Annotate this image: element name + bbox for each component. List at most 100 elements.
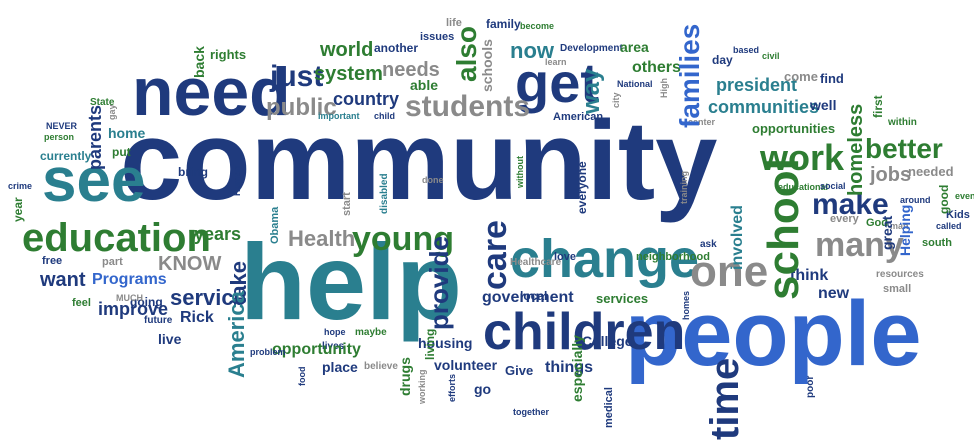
word: live bbox=[158, 331, 182, 347]
word: local bbox=[520, 289, 548, 303]
word: community bbox=[120, 98, 718, 223]
word: provide bbox=[424, 236, 454, 330]
word: America bbox=[224, 291, 249, 378]
word: State bbox=[90, 97, 115, 108]
word: center bbox=[688, 117, 716, 127]
word: ask bbox=[700, 239, 717, 250]
word: Healthcare bbox=[510, 257, 562, 268]
word: issues bbox=[420, 31, 455, 43]
word: especially bbox=[569, 335, 585, 402]
word: maybe bbox=[355, 327, 387, 338]
word: services bbox=[596, 291, 649, 306]
word: Obama bbox=[269, 206, 281, 244]
word: homeless bbox=[845, 103, 867, 196]
word: without bbox=[515, 156, 525, 188]
word: change bbox=[510, 229, 700, 289]
word: medical bbox=[603, 387, 615, 428]
word: back bbox=[191, 46, 207, 78]
word: improve bbox=[98, 299, 169, 319]
word: around bbox=[900, 195, 931, 205]
word: people bbox=[625, 283, 922, 385]
word: think bbox=[790, 267, 829, 284]
word: help bbox=[240, 221, 463, 342]
word: need bbox=[132, 54, 291, 130]
word: Programs bbox=[92, 271, 167, 288]
word: way bbox=[578, 68, 605, 114]
word: now bbox=[510, 38, 554, 63]
word: world bbox=[320, 39, 374, 61]
word: make bbox=[812, 188, 889, 221]
word: schools bbox=[479, 39, 495, 92]
word: KNOW bbox=[158, 253, 222, 275]
word: better bbox=[865, 133, 943, 164]
word: want bbox=[40, 269, 86, 291]
word: day bbox=[712, 53, 733, 67]
word: small bbox=[883, 283, 912, 295]
word: educational bbox=[778, 182, 829, 192]
word: believe bbox=[364, 361, 398, 372]
word: living bbox=[423, 328, 437, 360]
word: service bbox=[170, 285, 246, 310]
word: area bbox=[620, 39, 649, 55]
word: communities bbox=[708, 97, 820, 117]
word: country bbox=[333, 89, 400, 109]
word: Rick bbox=[180, 309, 214, 326]
word: students bbox=[405, 90, 531, 123]
word: jobs bbox=[870, 164, 912, 186]
word: time bbox=[703, 357, 747, 440]
word: man bbox=[890, 221, 909, 231]
word: MUCH bbox=[116, 293, 143, 303]
word: also bbox=[451, 25, 482, 82]
word: homes bbox=[681, 290, 691, 320]
word: everyone bbox=[575, 161, 589, 214]
word: school bbox=[759, 158, 808, 300]
word: place bbox=[322, 359, 358, 375]
word: south bbox=[922, 237, 952, 249]
word: American bbox=[553, 111, 604, 123]
word: first bbox=[871, 95, 885, 118]
word: opportunity bbox=[272, 341, 361, 358]
word: Development bbox=[560, 43, 623, 54]
word: parents bbox=[85, 104, 105, 170]
word: working bbox=[417, 369, 427, 404]
word: children bbox=[483, 303, 686, 361]
word: person bbox=[44, 132, 75, 142]
word: needs bbox=[382, 59, 440, 81]
word: part bbox=[102, 256, 123, 268]
word: Kids bbox=[946, 209, 970, 221]
word: based bbox=[733, 45, 760, 55]
word: poor bbox=[805, 375, 816, 398]
word: problem bbox=[250, 347, 286, 357]
word: just bbox=[270, 60, 324, 93]
word: gay bbox=[107, 104, 117, 120]
word: go bbox=[474, 381, 492, 397]
word: efforts bbox=[447, 373, 457, 402]
word: drugs bbox=[397, 357, 413, 396]
word: hope bbox=[324, 327, 346, 337]
word: civil bbox=[762, 51, 780, 61]
word: find bbox=[820, 71, 844, 86]
word: together bbox=[513, 407, 549, 417]
word: president bbox=[716, 75, 798, 95]
word: crime bbox=[8, 181, 33, 191]
word: life bbox=[446, 17, 462, 29]
word: housing bbox=[418, 335, 473, 351]
word: future bbox=[144, 315, 173, 326]
word: child bbox=[374, 111, 396, 121]
word: involved bbox=[729, 205, 746, 270]
word: done bbox=[422, 175, 444, 185]
word: things bbox=[545, 359, 593, 376]
word: years bbox=[194, 224, 242, 244]
word: even bbox=[955, 191, 974, 201]
word: others bbox=[632, 59, 681, 76]
word: public bbox=[266, 94, 337, 121]
word: bring bbox=[178, 165, 208, 179]
word: opportunities bbox=[752, 121, 836, 136]
word: social bbox=[820, 181, 846, 191]
word: put bbox=[112, 145, 131, 159]
word: Human bbox=[232, 165, 242, 196]
word: Give bbox=[505, 363, 534, 378]
word: rights bbox=[210, 47, 247, 62]
word: get bbox=[515, 51, 599, 114]
word: another bbox=[374, 41, 419, 55]
